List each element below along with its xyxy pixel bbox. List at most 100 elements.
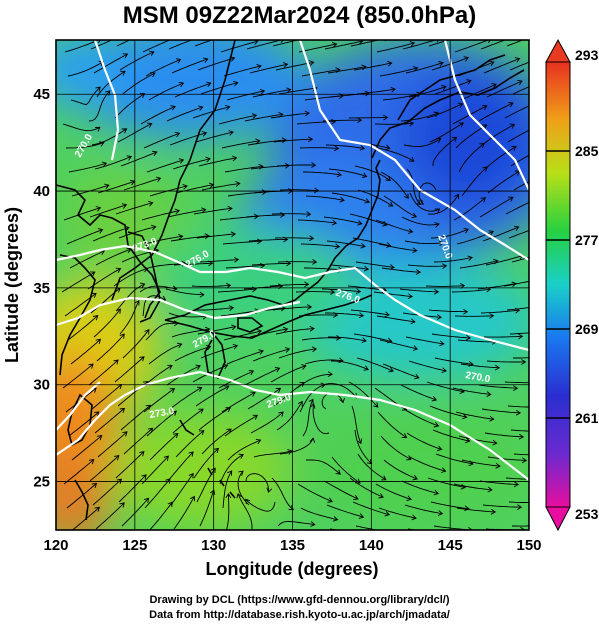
streamline-arrow [134,300,140,306]
streamline-arrow [390,86,396,93]
streamline [143,132,180,149]
streamline-arrow [434,208,441,214]
streamline-arrow [385,175,391,182]
streamline-arrow [251,113,258,119]
streamline-arrow [407,228,414,235]
streamline-arrow [378,493,384,499]
streamline-arrow [406,455,412,461]
colorbar-tick-label: 261 [575,410,599,426]
streamline-arrow [139,282,146,289]
streamline-arrow [304,110,310,117]
streamline [480,40,507,50]
streamline-arrow [339,397,345,404]
streamline-arrow [467,255,473,262]
streamline [484,146,517,170]
streamline-arrow [146,122,153,128]
streamline [97,431,128,458]
streamline-arrow [145,404,152,410]
streamline-arrow [205,156,211,163]
streamline [67,61,104,77]
streamline-arrow [227,470,233,476]
streamline [511,256,529,263]
streamline-arrow [416,535,420,540]
streamline-arrow [494,531,498,536]
streamline-arrow [438,61,444,67]
streamline [173,496,195,530]
streamline [122,329,150,359]
streamline [249,63,288,74]
streamline [226,90,265,101]
streamline [478,102,514,122]
streamline [383,459,418,480]
streamline [68,411,100,437]
coastlines [56,40,525,521]
streamline [418,182,437,205]
streamline [327,66,366,74]
y-tick-label: 35 [33,280,50,297]
streamline [62,363,94,389]
streamline [199,259,239,263]
streamline [145,322,179,341]
streamline-arrow [139,356,145,362]
streamline-arrow [495,462,501,469]
streamline-arrow [236,492,242,499]
streamline-arrow [205,344,212,351]
streamline [487,170,520,194]
streamline-arrow [494,364,501,371]
streamline [222,240,262,245]
streamline [305,195,345,201]
streamline-arrow [491,83,497,89]
streamline [270,365,306,383]
streamline-arrow [172,285,178,292]
streamline-arrow [228,130,234,136]
streamline [191,284,231,287]
streamline [427,194,459,215]
streamline [377,411,407,438]
streamline-arrow [152,150,158,157]
streamline [243,285,283,290]
streamline-arrow [331,219,338,226]
streamline [199,490,215,527]
streamline-arrow [436,445,443,452]
streamline-arrow [358,513,365,519]
streamline-arrow [304,281,310,288]
streamline [244,113,283,122]
streamline [123,177,161,191]
streamline [167,451,194,482]
x-axis-ticks: 120 125 130 135 140 145 150 [43,537,541,554]
streamline-arrow [412,66,419,72]
streamline [221,391,256,413]
streamline-arrow [412,247,418,254]
streamline-arrow [188,451,194,457]
streamline [123,427,153,455]
streamline-arrow [518,433,525,440]
streamline [504,381,529,384]
streamline-arrow [407,293,413,300]
streamline [149,433,179,461]
streamline [165,288,204,296]
streamline-arrow [388,201,394,207]
streamline-arrow [199,291,205,298]
streamline [323,480,359,500]
streamline [408,360,447,372]
y-axis-label: Latitude (degrees) [2,207,22,363]
streamline [250,411,284,434]
streamline-arrow [88,363,94,369]
streamline-arrow [225,282,232,289]
streamline-arrow [97,228,104,234]
streamline [298,43,337,53]
streamline [220,40,258,53]
streamline [404,504,443,515]
streamline-arrow [389,264,395,270]
streamline [168,40,194,50]
streamline [378,507,417,519]
streamline [512,525,529,527]
streamline [331,192,370,203]
streamline-arrow [182,183,188,190]
streamline-arrow [151,224,157,231]
streamline [407,264,447,267]
streamline-arrow [537,123,542,128]
streamline [482,226,519,242]
streamline-arrow [286,87,292,94]
streamline [119,300,140,335]
